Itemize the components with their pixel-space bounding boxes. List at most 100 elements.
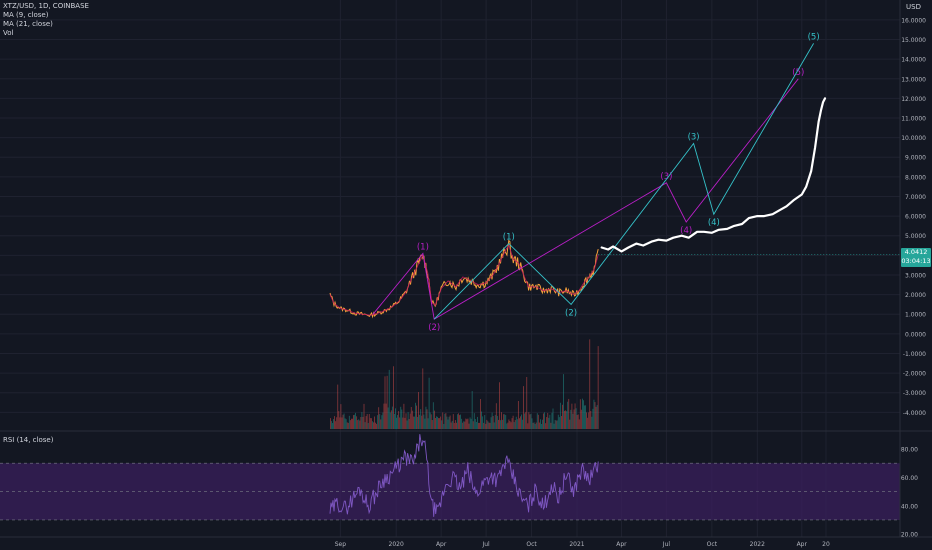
wave-annotations: (1) (2) (3) (4) (5) (1) (2) (3) (4) (5)	[372, 32, 820, 333]
volume-bar	[481, 411, 482, 429]
volume-bar	[509, 420, 511, 429]
volume-bar	[532, 422, 534, 429]
volume-bar	[370, 418, 372, 429]
countdown: 03:04:13	[901, 257, 931, 265]
volume-bar	[556, 420, 558, 429]
y-tick-label: 3.0000	[905, 272, 926, 279]
volume-bar	[574, 403, 576, 429]
volume-bar	[410, 407, 412, 429]
y-tick-label: 2.0000	[905, 292, 926, 299]
volume-bar	[348, 415, 350, 429]
volume-bar	[426, 409, 428, 429]
volume-bar	[395, 408, 396, 429]
volume-bar	[511, 418, 513, 429]
volume-bar	[361, 412, 363, 429]
volume-bar	[347, 422, 349, 429]
grid	[0, 0, 900, 537]
volume-bar	[447, 419, 449, 429]
volume-bar	[465, 418, 467, 429]
symbol-title[interactable]: XTZ/USD, 1D, COINBASE	[3, 2, 89, 10]
wave-label: (1)	[417, 242, 429, 252]
volume-bar	[494, 414, 496, 429]
volume-bar	[586, 412, 587, 429]
volume-bar	[376, 423, 377, 429]
projection-line	[600, 97, 827, 253]
volume-bar	[597, 346, 599, 429]
volume-bar	[589, 339, 591, 429]
volume-bar	[517, 400, 519, 429]
volume-bar	[475, 421, 477, 429]
volume-bar	[469, 417, 471, 429]
volume-bar	[375, 422, 376, 429]
volume-bar	[403, 403, 405, 429]
volume-bar	[470, 418, 472, 429]
volume-bar	[568, 398, 570, 429]
rsi-tick-label: 20.00	[901, 532, 918, 539]
volume-bar	[593, 399, 595, 429]
volume-bar	[582, 398, 583, 429]
volume-bar	[377, 415, 379, 429]
x-tick-label: 2021	[569, 541, 584, 548]
volume-bar	[383, 403, 385, 429]
wave-label: (3)	[688, 133, 700, 143]
volume-bar	[405, 413, 407, 429]
volume-bar	[500, 420, 501, 429]
volume-bar	[547, 412, 549, 429]
volume-bar	[366, 414, 368, 429]
rsi-legend[interactable]: RSI (14, close)	[3, 436, 53, 445]
volume-bar	[357, 420, 359, 429]
volume-bar	[541, 423, 542, 429]
volume-bar	[591, 416, 593, 429]
volume-bar	[333, 419, 334, 429]
x-tick-label: Sep	[335, 541, 347, 548]
volume-bar	[477, 416, 478, 429]
indicator-ma9[interactable]: MA (9, close)	[3, 11, 49, 19]
volume-bar	[492, 416, 494, 429]
indicator-vol[interactable]: Vol	[3, 29, 14, 37]
wave-label: (1)	[503, 233, 515, 243]
y-tick-label: 8.0000	[905, 174, 926, 181]
rsi-series	[329, 434, 599, 517]
volume-bar	[480, 399, 481, 429]
volume-bar	[562, 404, 563, 429]
volume-bar	[427, 418, 429, 429]
volume-bar	[438, 418, 439, 429]
volume-bar	[567, 401, 569, 429]
volume-bar	[330, 418, 331, 429]
volume-bar	[391, 406, 393, 429]
y-tick-label: 6.0000	[905, 214, 926, 221]
volume-bar	[559, 402, 561, 429]
volume-bar	[484, 415, 486, 429]
volume-bar	[485, 423, 487, 429]
rsi-title[interactable]: RSI (14, close)	[3, 436, 54, 444]
volume-bar	[396, 417, 397, 429]
y-tick-label: 13.0000	[901, 76, 926, 83]
volume-bar	[577, 414, 579, 429]
volume-bar	[372, 421, 373, 429]
volume-bar	[441, 420, 443, 429]
volume-bar	[351, 418, 352, 429]
volume-bar	[334, 416, 335, 429]
wave-label: (3)	[660, 172, 672, 182]
volume-bar	[566, 411, 568, 429]
rsi-panel	[0, 462, 900, 521]
volume-bar	[386, 375, 388, 429]
volume-bar	[456, 422, 457, 429]
x-tick-label: 2022	[750, 541, 765, 548]
volume-bar	[519, 418, 520, 429]
x-tick-label: 20	[822, 541, 830, 548]
price-badge[interactable]: 4.0412 03:04:13	[901, 248, 931, 267]
y-tick-label: 0.0000	[905, 331, 926, 338]
volume-bar	[433, 410, 435, 429]
x-tick-label: Apr	[616, 541, 627, 548]
volume-bar	[521, 414, 522, 429]
volume-bar	[578, 419, 580, 429]
volume-bar	[576, 414, 578, 429]
indicator-ma21[interactable]: MA (21, close)	[3, 20, 53, 28]
volume-bar	[529, 414, 531, 429]
volume-bar	[524, 413, 526, 429]
volume-bar	[551, 412, 553, 429]
volume-bar	[428, 377, 430, 429]
wave-label: (5)	[792, 68, 804, 78]
